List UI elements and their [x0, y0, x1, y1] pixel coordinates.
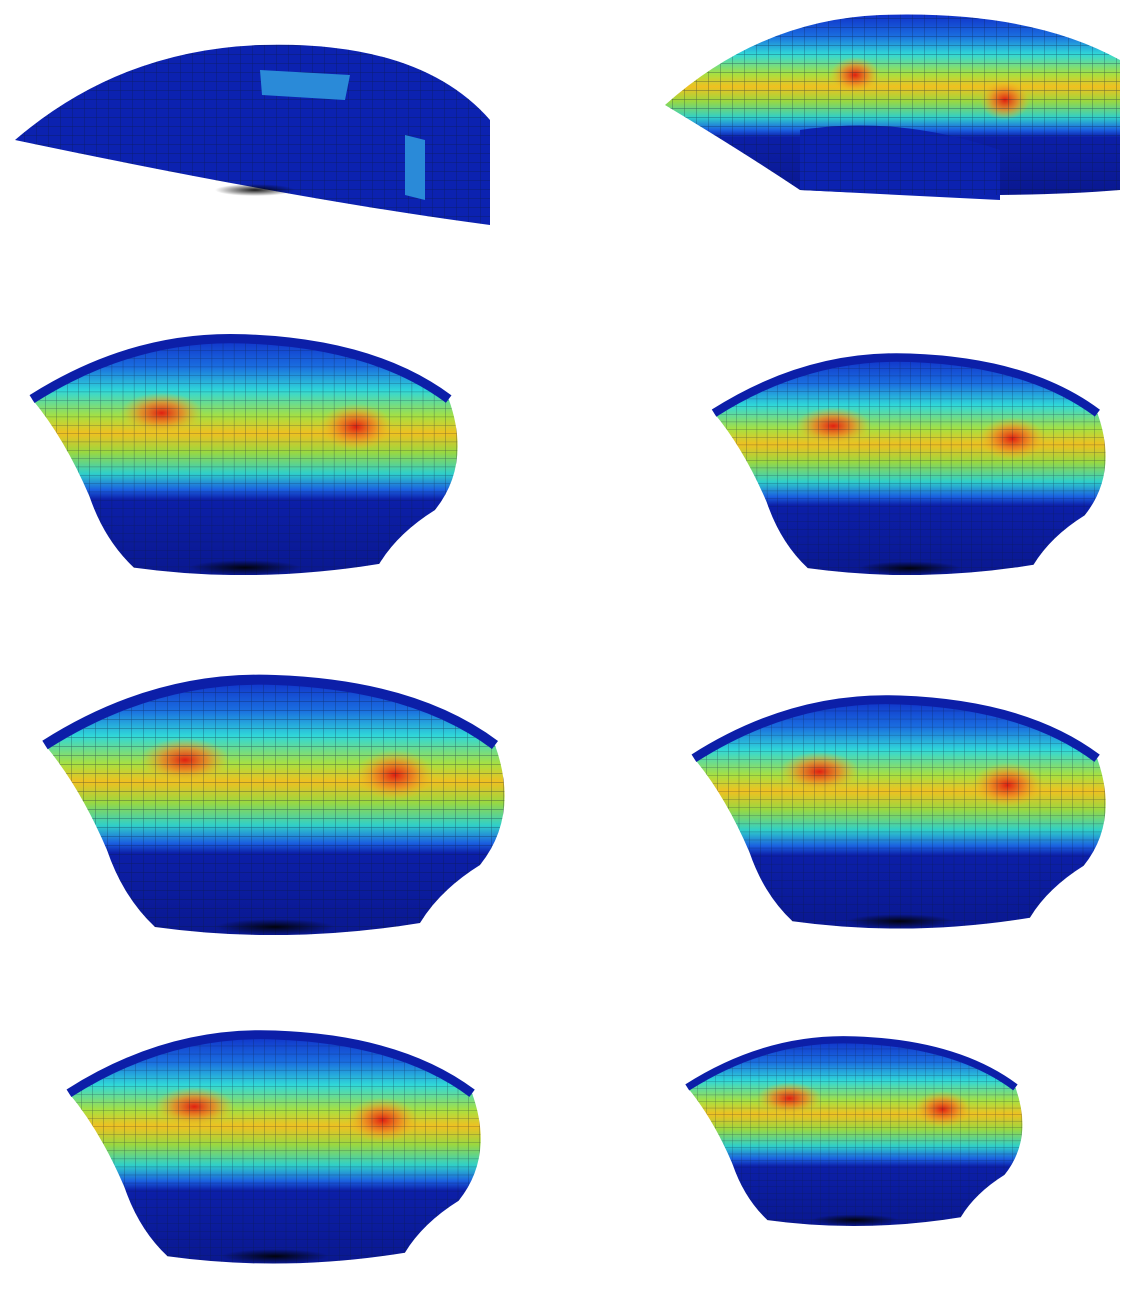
- stage-3: [32, 339, 458, 576]
- stage-7: [69, 1035, 481, 1264]
- stage-4: [714, 357, 1106, 575]
- stage-2: [665, 15, 1120, 200]
- stage-8: [687, 1040, 1022, 1226]
- stage-1: [15, 45, 490, 225]
- stage-6: [694, 700, 1106, 929]
- page: [0, 0, 1132, 1289]
- simulation-figure: [0, 0, 1132, 1289]
- stage-5: [45, 680, 505, 935]
